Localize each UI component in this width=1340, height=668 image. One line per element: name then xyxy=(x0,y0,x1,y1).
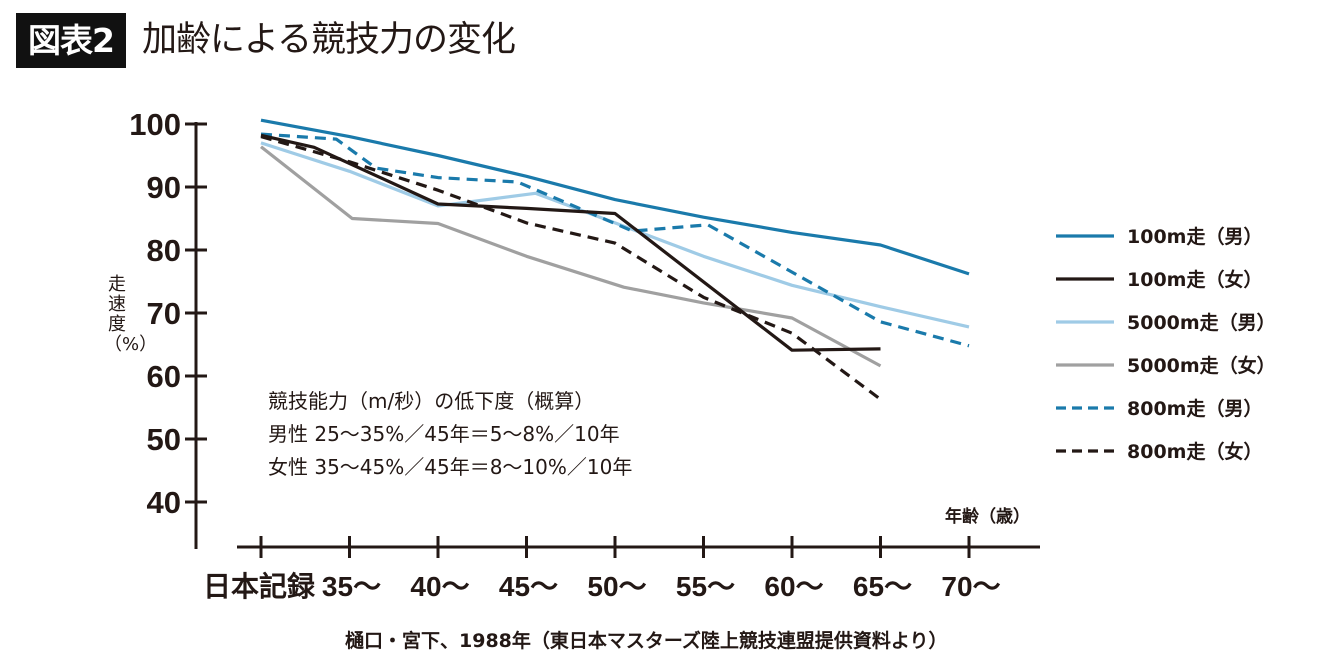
x-tick-label: 50〜 xyxy=(587,571,646,602)
series-lines xyxy=(260,118,970,401)
series-line-4 xyxy=(260,132,970,348)
legend-label: 800m走（女） xyxy=(1127,441,1263,463)
y-tick-label: 100 xyxy=(129,107,181,142)
y-axis-label: 走速度（%） xyxy=(104,274,158,355)
series-line-5 xyxy=(260,135,882,401)
x-axis-label: 年齢（歳） xyxy=(945,507,1030,527)
legend-item: 5000m走（女） xyxy=(1056,343,1276,386)
y-tick-label: 80 xyxy=(147,233,181,268)
y-tick-label: 70 xyxy=(147,296,181,331)
annotation-heading: 競技能力（m/秒）の低下度（概算） xyxy=(268,389,595,413)
axes xyxy=(194,122,1040,549)
legend: 100m走（男） 100m走（女） 5000m走（男） 5000m走（女） 800m走（… xyxy=(1056,214,1276,472)
annotation-female: 女性 35〜45%／45年＝8〜10%／10年 xyxy=(268,455,633,479)
y-tick-label: 50 xyxy=(147,422,181,457)
x-tick-label: 45〜 xyxy=(499,571,558,602)
legend-swatch xyxy=(1056,233,1114,238)
y-axis-ticks: 100 90 80 70 60 50 40 xyxy=(129,107,207,520)
legend-item: 800m走（女） xyxy=(1056,429,1276,472)
legend-item: 100m走（男） xyxy=(1056,214,1276,257)
legend-label: 100m走（男） xyxy=(1127,226,1263,248)
x-tick-label: 35〜 xyxy=(322,571,381,602)
legend-swatch xyxy=(1056,319,1114,324)
annotation-box: 競技能力（m/秒）の低下度（概算） 男性 25〜35%／45年＝5〜8%／10年… xyxy=(268,385,632,484)
x-tick-label: 70〜 xyxy=(941,571,1000,602)
source-note: 樋口・宮下、1988年（東日本マスターズ陸上競技連盟提供資料より） xyxy=(345,630,948,652)
y-tick-label: 40 xyxy=(147,485,181,520)
y-tick-label: 90 xyxy=(147,170,181,205)
legend-label: 5000m走（女） xyxy=(1127,355,1276,377)
chart-title: 加齢による競技力の変化 xyxy=(142,20,516,60)
legend-swatch xyxy=(1056,276,1114,281)
series-line-2 xyxy=(260,141,970,329)
x-tick-label: 40〜 xyxy=(410,571,469,602)
legend-label: 100m走（女） xyxy=(1127,269,1263,291)
x-tick-label: 日本記録 xyxy=(203,570,316,602)
series-line-0 xyxy=(260,118,970,276)
annotation-male: 男性 25〜35%／45年＝5〜8%／10年 xyxy=(268,422,620,446)
legend-item: 5000m走（男） xyxy=(1056,300,1276,343)
x-axis-ticks: 日本記録 35〜 40〜 45〜 50〜 55〜 60〜 65〜 70〜 xyxy=(203,536,1001,602)
legend-label: 800m走（男） xyxy=(1127,398,1263,420)
legend-swatch xyxy=(1056,448,1114,453)
series-line-3 xyxy=(260,145,882,368)
legend-swatch xyxy=(1056,362,1114,367)
legend-item: 800m走（男） xyxy=(1056,386,1276,429)
legend-item: 100m走（女） xyxy=(1056,257,1276,300)
legend-label: 5000m走（男） xyxy=(1127,312,1276,334)
y-tick-label: 60 xyxy=(147,359,181,394)
figure-badge: 図表2 xyxy=(16,13,126,68)
x-tick-label: 55〜 xyxy=(676,571,735,602)
legend-swatch xyxy=(1056,405,1114,410)
x-tick-label: 65〜 xyxy=(853,571,912,602)
x-tick-label: 60〜 xyxy=(764,571,823,602)
